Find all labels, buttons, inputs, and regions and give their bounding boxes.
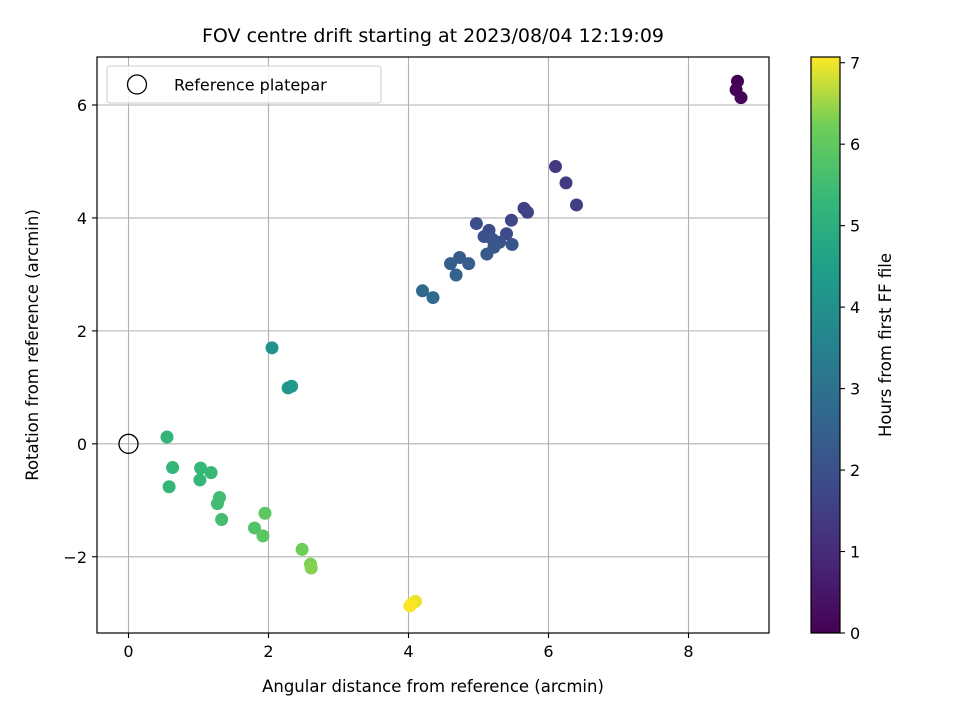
data-point xyxy=(295,542,309,556)
colorbar-tick-label: 1 xyxy=(850,543,860,562)
x-tick-label: 8 xyxy=(683,642,693,661)
y-tick-label: 0 xyxy=(77,435,87,454)
data-points xyxy=(160,74,748,613)
colorbar-label: Hours from first FF file xyxy=(876,253,895,437)
colorbar-tick-label: 2 xyxy=(850,461,860,480)
reference-platepar-marker xyxy=(118,433,139,454)
data-point xyxy=(194,461,208,475)
legend-entry-reference: Reference platepar xyxy=(174,76,327,95)
y-tick-label: 2 xyxy=(77,322,87,341)
data-point xyxy=(166,461,180,475)
data-point xyxy=(469,217,483,231)
data-point xyxy=(304,561,318,575)
data-point xyxy=(416,284,429,298)
legend-box xyxy=(106,65,382,104)
colorbar: 0 1 2 3 4 5 6 7 Hours from first FF file xyxy=(810,54,895,643)
data-point xyxy=(453,250,467,264)
data-point xyxy=(449,268,463,282)
colorbar-ticks: 0 1 2 3 4 5 6 7 xyxy=(840,54,860,643)
colorbar-tick-label: 4 xyxy=(850,298,860,317)
data-point xyxy=(265,341,279,355)
legend: Reference platepar xyxy=(106,65,382,104)
data-point xyxy=(215,512,229,526)
colorbar-tick-label: 0 xyxy=(850,624,860,643)
data-point xyxy=(549,160,562,174)
y-tick-label: 4 xyxy=(77,209,87,228)
data-point xyxy=(426,291,440,305)
colorbar-tick-label: 6 xyxy=(850,135,860,154)
data-point xyxy=(160,430,174,444)
legend-reference-marker xyxy=(126,74,148,95)
data-point xyxy=(504,213,518,227)
data-point xyxy=(570,198,583,212)
data-point xyxy=(505,237,519,251)
y-tick-label: −2 xyxy=(63,548,87,567)
plot-area-frame xyxy=(96,56,770,634)
chart-title: FOV centre drift starting at 2023/08/04 … xyxy=(202,25,664,47)
colorbar-gradient xyxy=(810,56,841,634)
data-point xyxy=(403,599,417,613)
y-axis-ticks: −2 0 2 4 6 xyxy=(63,96,97,567)
data-point xyxy=(256,529,270,543)
grid-lines xyxy=(97,57,769,633)
y-axis-label: Rotation from reference (arcmin) xyxy=(23,209,42,481)
data-point xyxy=(204,466,218,480)
y-tick-label: 6 xyxy=(77,96,87,115)
data-point xyxy=(248,521,261,535)
colorbar-tick-label: 3 xyxy=(850,380,860,399)
x-axis-ticks: 0 2 4 6 8 xyxy=(123,633,694,661)
data-point xyxy=(462,257,476,271)
data-point xyxy=(258,506,272,520)
data-point xyxy=(480,247,494,261)
data-point xyxy=(285,379,299,393)
x-axis-label: Angular distance from reference (arcmin) xyxy=(262,677,604,696)
data-point xyxy=(444,257,457,271)
x-tick-label: 0 xyxy=(123,642,133,661)
data-point xyxy=(162,480,176,494)
x-tick-label: 4 xyxy=(403,642,413,661)
x-tick-label: 6 xyxy=(543,642,553,661)
data-point xyxy=(521,205,534,219)
data-point xyxy=(210,497,224,511)
data-point xyxy=(734,91,748,105)
data-point xyxy=(193,473,207,487)
colorbar-tick-label: 5 xyxy=(850,217,860,236)
data-point xyxy=(559,176,573,190)
x-tick-label: 2 xyxy=(263,642,273,661)
colorbar-tick-label: 7 xyxy=(850,54,860,73)
